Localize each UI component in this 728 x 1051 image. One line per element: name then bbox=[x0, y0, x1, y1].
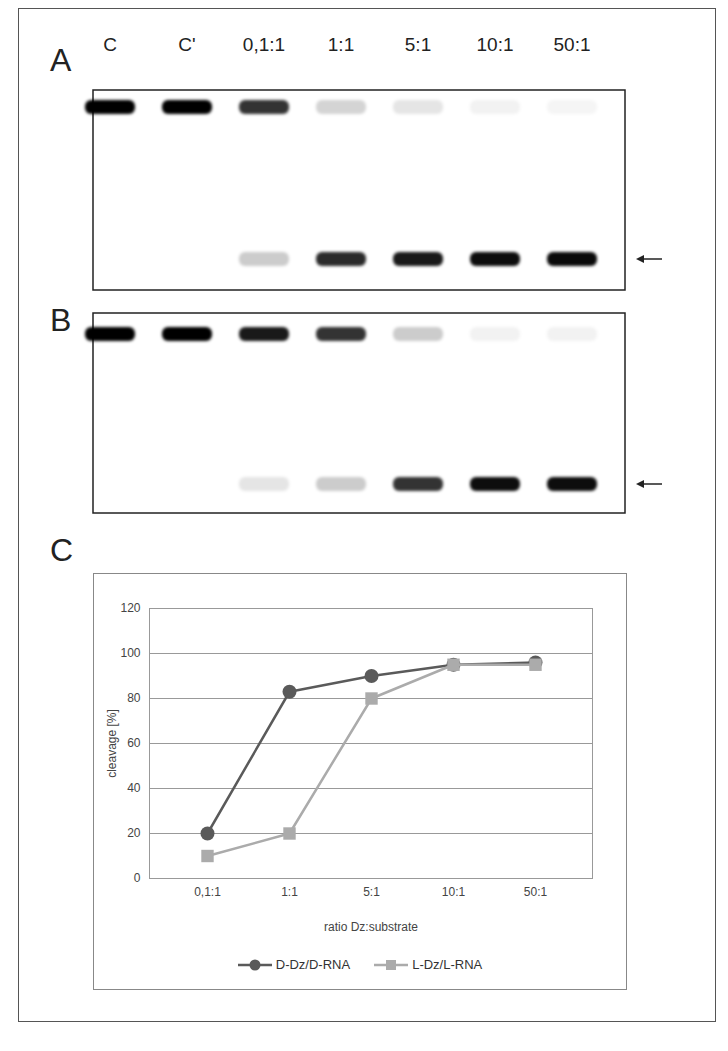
html-text:1:1: 1:1 bbox=[327, 34, 355, 55]
html-text:0,1:1: 0,1:1 bbox=[242, 34, 286, 55]
svg-text:5:1: 5:1 bbox=[363, 885, 380, 899]
svg-text:100: 100 bbox=[120, 646, 140, 660]
svg-text:1:1: 1:1 bbox=[281, 885, 298, 899]
svg-text:10:1: 10:1 bbox=[442, 885, 466, 899]
html-text:L-Dz/L-RNA: L-Dz/L-RNA bbox=[412, 957, 483, 972]
html-text:50:1: 50:1 bbox=[553, 34, 591, 55]
html-text:10:1: 10:1 bbox=[476, 34, 514, 55]
svg-text:50:1: 50:1 bbox=[524, 885, 548, 899]
svg-text:ratio Dz:substrate: ratio Dz:substrate bbox=[324, 920, 418, 934]
html-text:C: C bbox=[50, 532, 74, 568]
html-text:A: A bbox=[50, 42, 72, 78]
svg-text:0: 0 bbox=[134, 871, 141, 885]
svg-text:0,1:1: 0,1:1 bbox=[194, 885, 221, 899]
svg-text:80: 80 bbox=[127, 691, 141, 705]
html-text:C': C' bbox=[178, 34, 196, 55]
svg-text:60: 60 bbox=[127, 736, 141, 750]
html-text:C: C bbox=[103, 34, 117, 55]
svg-text:40: 40 bbox=[127, 781, 141, 795]
svg-text:20: 20 bbox=[127, 826, 141, 840]
html-text:5:1: 5:1 bbox=[404, 34, 432, 55]
svg-text:cleavage [%]: cleavage [%] bbox=[105, 709, 119, 778]
html-text:D-Dz/D-RNA: D-Dz/D-RNA bbox=[275, 957, 351, 972]
html-text:B: B bbox=[50, 302, 72, 338]
svg-text:120: 120 bbox=[120, 601, 140, 615]
